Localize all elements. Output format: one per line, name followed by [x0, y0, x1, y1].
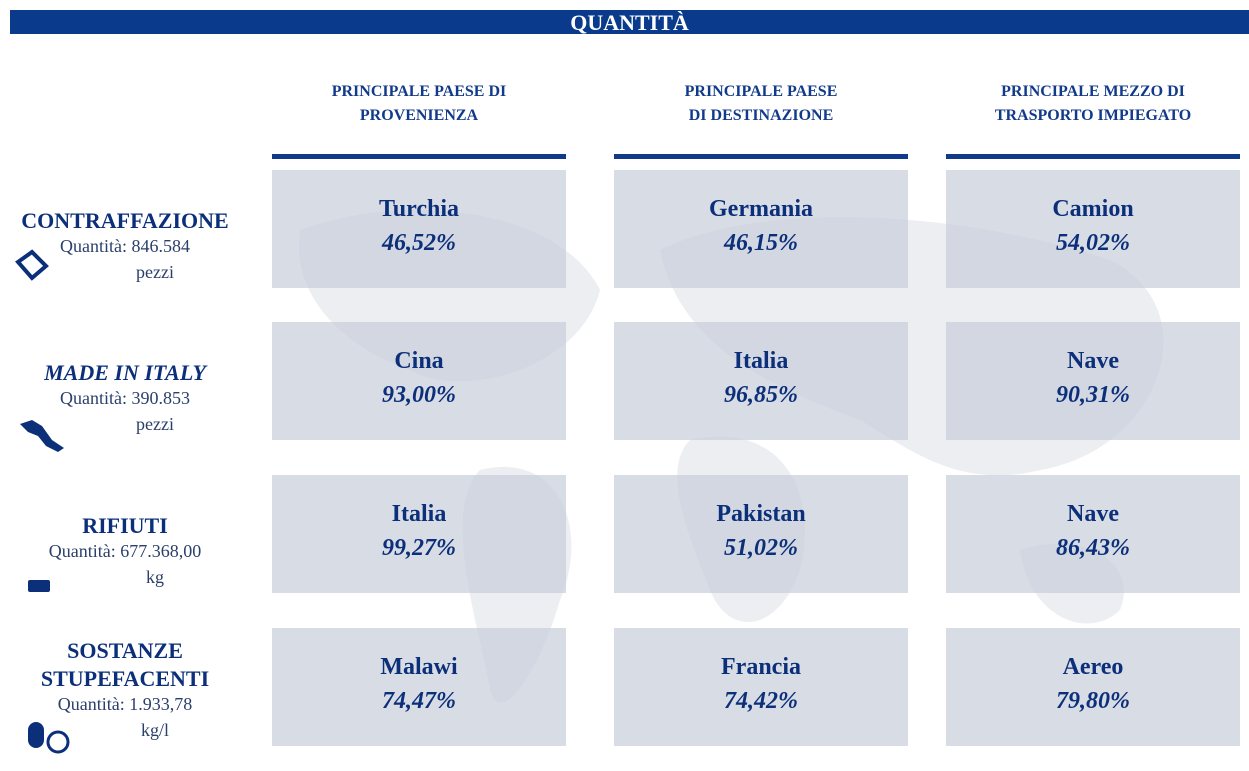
- row-label: SOSTANZE: [67, 638, 183, 663]
- row-label: RIFIUTI: [82, 513, 168, 538]
- cell: Italia 96,85%: [614, 322, 908, 440]
- cell: Nave 90,31%: [946, 322, 1240, 440]
- header-line: TRASPORTO IMPIEGATO: [994, 107, 1192, 124]
- header-line: PRINCIPALE PAESE DI: [331, 83, 507, 100]
- row-label: MADE IN ITALY: [44, 360, 206, 385]
- title-bar: QUANTITÀ: [10, 10, 1249, 35]
- cell: Francia 74,42%: [614, 628, 908, 746]
- cell-percent: 74,47%: [382, 688, 456, 714]
- cell-name: Italia: [733, 348, 789, 374]
- cell: Camion 54,02%: [946, 170, 1240, 288]
- cell: Turchia 46,52%: [272, 170, 566, 288]
- column-header: PRINCIPALE PAESE DI PROVENIENZA: [269, 80, 569, 128]
- cell-percent: 79,80%: [1056, 688, 1130, 714]
- cell-name: Pakistan: [716, 501, 806, 527]
- cell-percent: 74,42%: [724, 688, 798, 714]
- cell-name: Nave: [1067, 501, 1119, 527]
- header-line: PROVENIENZA: [359, 107, 479, 124]
- cell-name: Camion: [1052, 196, 1134, 222]
- unit: kg: [146, 567, 164, 587]
- unit: pezzi: [136, 262, 174, 282]
- cell-name: Cina: [394, 348, 444, 374]
- cell-percent: 93,00%: [382, 382, 456, 408]
- header-rule: [614, 154, 908, 159]
- cell-percent: 51,02%: [724, 535, 798, 561]
- cell-percent: 46,15%: [724, 230, 798, 256]
- cell-name: Germania: [709, 196, 813, 222]
- quantity: Quantità: 846.584: [60, 236, 190, 256]
- cell-percent: 96,85%: [724, 382, 798, 408]
- cell-name: Italia: [391, 501, 447, 527]
- unit: kg/l: [140, 720, 169, 740]
- cell-percent: 99,27%: [382, 535, 456, 561]
- column-header: PRINCIPALE MEZZO DI TRASPORTO IMPIEGATO: [943, 80, 1243, 128]
- column-header: PRINCIPALE PAESE DI DESTINAZIONE: [611, 80, 911, 128]
- cell-percent: 86,43%: [1056, 535, 1130, 561]
- cell: Germania 46,15%: [614, 170, 908, 288]
- cell: Cina 93,00%: [272, 322, 566, 440]
- header-line: PRINCIPALE PAESE: [684, 83, 838, 100]
- cell: Nave 86,43%: [946, 475, 1240, 593]
- cell-name: Malawi: [380, 654, 458, 680]
- cell: Italia 99,27%: [272, 475, 566, 593]
- quantity: Quantità: 677.368,00: [48, 541, 202, 561]
- header-line: PRINCIPALE MEZZO DI: [1001, 83, 1185, 100]
- cell-name: Turchia: [378, 196, 460, 222]
- cell-percent: 46,52%: [382, 230, 456, 256]
- header-rule: [272, 154, 566, 159]
- cell: Pakistan 51,02%: [614, 475, 908, 593]
- icons: [15, 249, 70, 754]
- cell-percent: 54,02%: [1056, 230, 1130, 256]
- row-label: CONTRAFFAZIONE: [21, 208, 229, 233]
- row-label: STUPEFACENTI: [40, 666, 210, 691]
- cell-name: Nave: [1067, 348, 1119, 374]
- header-rule: [946, 154, 1240, 159]
- cell-percent: 90,31%: [1056, 382, 1130, 408]
- quantity: Quantità: 1.933,78: [57, 694, 193, 714]
- cell-name: Francia: [721, 654, 801, 680]
- unit: pezzi: [136, 414, 174, 434]
- quantity: Quantità: 390.853: [60, 388, 190, 408]
- cell: Aereo 79,80%: [946, 628, 1240, 746]
- header-line: DI DESTINAZIONE: [688, 107, 834, 124]
- cell: Malawi 74,47%: [272, 628, 566, 746]
- cell-name: Aereo: [1062, 654, 1124, 680]
